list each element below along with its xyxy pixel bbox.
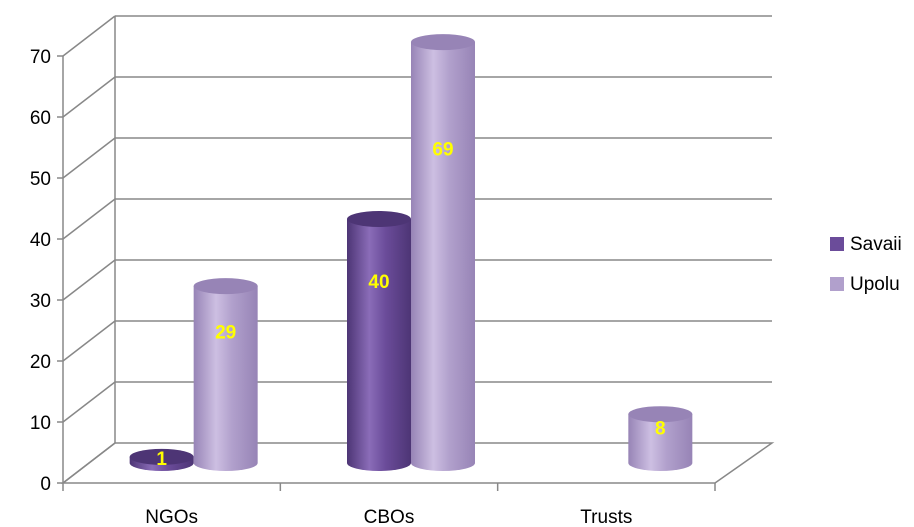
bar-top <box>347 211 411 227</box>
data-label: 40 <box>368 272 389 293</box>
y-tick-label: 20 <box>30 352 51 373</box>
side-gridline <box>62 259 116 301</box>
bars-layer <box>129 34 693 471</box>
bar-top <box>193 278 258 295</box>
side-gridline <box>62 15 116 57</box>
bar-top <box>411 34 475 51</box>
legend-label-savaii: Savaii <box>850 234 902 255</box>
bar-upolu-trusts <box>628 406 693 471</box>
bar-upolu-ngos <box>193 278 258 471</box>
bar-upolu-cbos <box>411 34 475 471</box>
side-gridline <box>62 442 116 484</box>
bar-top <box>129 448 194 465</box>
legend: Savaii Upolu <box>830 234 902 295</box>
bar-savaii-ngos <box>129 448 194 471</box>
side-gridline <box>62 198 116 240</box>
bar-body <box>193 286 258 471</box>
legend-swatch-upolu <box>830 277 844 291</box>
data-label: 1 <box>156 449 167 470</box>
bar-body <box>347 219 411 471</box>
y-tick-label: 30 <box>30 291 51 312</box>
y-tick-label: 0 <box>40 474 51 495</box>
y-tick-label: 60 <box>30 108 51 129</box>
data-labels-layer: 1 29 40 69 8 <box>156 139 665 470</box>
side-gridline <box>62 137 116 179</box>
axis-layer: 0 10 20 30 40 50 60 70 NGOs CBOs Trusts <box>30 47 716 527</box>
side-gridline <box>62 381 116 423</box>
bar-top <box>628 406 693 423</box>
legend-label-upolu: Upolu <box>850 274 900 295</box>
side-gridline <box>62 76 116 118</box>
bar-savaii-cbos <box>347 211 411 471</box>
y-tick-label: 10 <box>30 413 51 434</box>
x-tick-label: Trusts <box>580 507 632 527</box>
data-label: 69 <box>432 139 453 160</box>
x-tick-label: CBOs <box>364 507 415 527</box>
y-tick-label: 70 <box>30 47 51 68</box>
bar-body <box>411 42 475 471</box>
y-tick-label: 50 <box>30 169 51 190</box>
bar-body <box>628 414 693 471</box>
data-label: 29 <box>215 322 236 343</box>
y-tick-label: 40 <box>30 230 51 251</box>
side-gridline <box>62 320 116 362</box>
data-label: 8 <box>655 418 666 439</box>
legend-swatch-savaii <box>830 237 844 251</box>
x-tick-label: NGOs <box>145 507 198 527</box>
